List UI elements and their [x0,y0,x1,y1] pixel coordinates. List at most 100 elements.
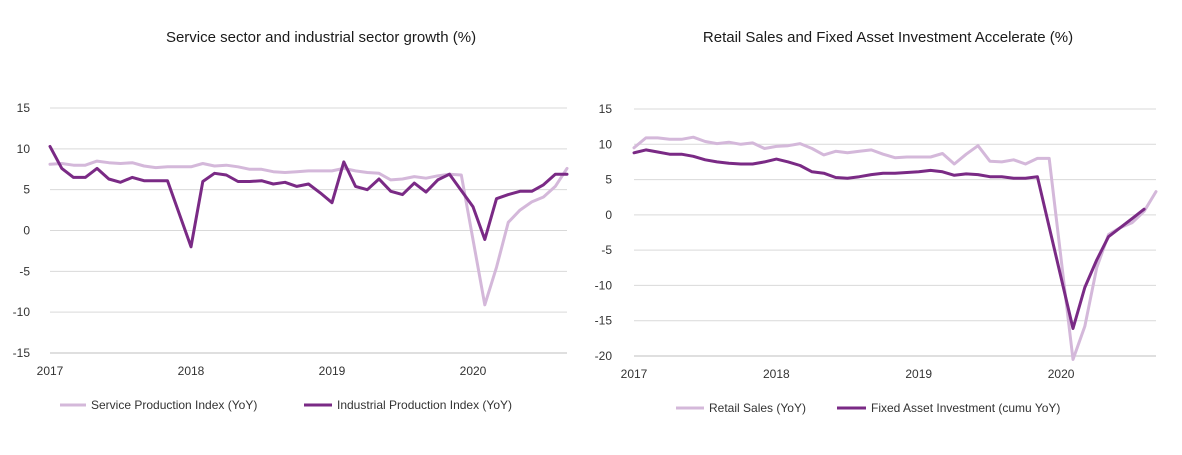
data-point [307,183,309,185]
data-point [554,185,556,187]
data-point [1131,221,1133,223]
y-tick-label: 15 [599,102,613,116]
data-point [272,183,274,185]
data-point [202,162,204,164]
data-point [716,142,718,144]
data-point [1024,163,1026,165]
series-2 [632,148,1146,330]
data-point [155,166,157,168]
y-tick-label: -15 [13,346,31,360]
data-point [531,190,533,192]
data-point [1155,190,1157,192]
data-point [692,136,694,138]
data-point [894,157,896,159]
data-point [331,170,333,172]
data-point [378,172,380,174]
data-point [72,164,74,166]
chart-2: Retail Sales and Fixed Asset Investment … [595,29,1158,415]
data-point [472,206,474,208]
data-point [354,170,356,172]
x-tick-label: 2018 [178,364,205,378]
data-point [237,180,239,182]
data-point [542,184,544,186]
data-point [823,154,825,156]
data-point [1001,161,1003,163]
data-point [554,173,556,175]
data-point [448,173,450,175]
data-point [84,164,86,166]
data-point [390,179,392,181]
data-point [977,145,979,147]
x-tick-label: 2019 [905,367,932,381]
chart-title: Retail Sales and Fixed Asset Investment … [703,29,1073,46]
data-point [1096,267,1098,269]
data-point [870,149,872,151]
y-tick-label: -5 [19,264,30,278]
data-point [716,161,718,163]
data-point [965,173,967,175]
data-point [728,162,730,164]
data-point [178,166,180,168]
data-point [296,185,298,187]
data-point [1036,157,1038,159]
data-point [704,159,706,161]
data-point [249,180,251,182]
data-point [740,163,742,165]
data-point [799,164,801,166]
y-tick-label: -15 [595,314,613,328]
data-point [870,173,872,175]
data-point [401,193,403,195]
data-point [929,156,931,158]
data-point [343,161,345,163]
data-point [787,145,789,147]
data-point [835,176,837,178]
x-tick-label: 2017 [37,364,64,378]
data-point [775,145,777,147]
data-point [799,142,801,144]
legend-label: Retail Sales (YoY) [709,401,806,415]
data-point [354,185,356,187]
data-point [237,166,239,168]
data-point [657,151,659,153]
data-point [918,171,920,173]
data-point [775,158,777,160]
data-point [633,147,635,149]
data-point [284,181,286,183]
data-point [96,167,98,169]
data-point [484,304,486,306]
data-point [166,166,168,168]
legend-label: Industrial Production Index (YoY) [337,398,512,412]
y-tick-label: 0 [23,224,30,238]
data-point [858,176,860,178]
y-tick-label: -5 [601,243,612,257]
series-line [48,159,569,307]
data-point [413,175,415,177]
data-point [460,174,462,176]
data-point [225,174,227,176]
data-point [906,171,908,173]
data-point [668,138,670,140]
data-point [787,161,789,163]
data-point [531,201,533,203]
y-tick-label: -10 [13,305,31,319]
data-point [507,193,509,195]
data-point [495,266,497,268]
data-point [260,168,262,170]
data-point [918,156,920,158]
data-point [633,152,635,154]
x-tick-label: 2020 [1048,367,1075,381]
data-point [566,167,568,169]
data-point [1012,159,1014,161]
data-point [1072,327,1074,329]
data-point [566,173,568,175]
data-point [119,181,121,183]
data-point [72,176,74,178]
data-point [190,246,192,248]
data-point [965,153,967,155]
x-tick-label: 2020 [460,364,487,378]
data-point [645,149,647,151]
data-point [1001,176,1003,178]
data-point [740,143,742,145]
data-point [953,174,955,176]
